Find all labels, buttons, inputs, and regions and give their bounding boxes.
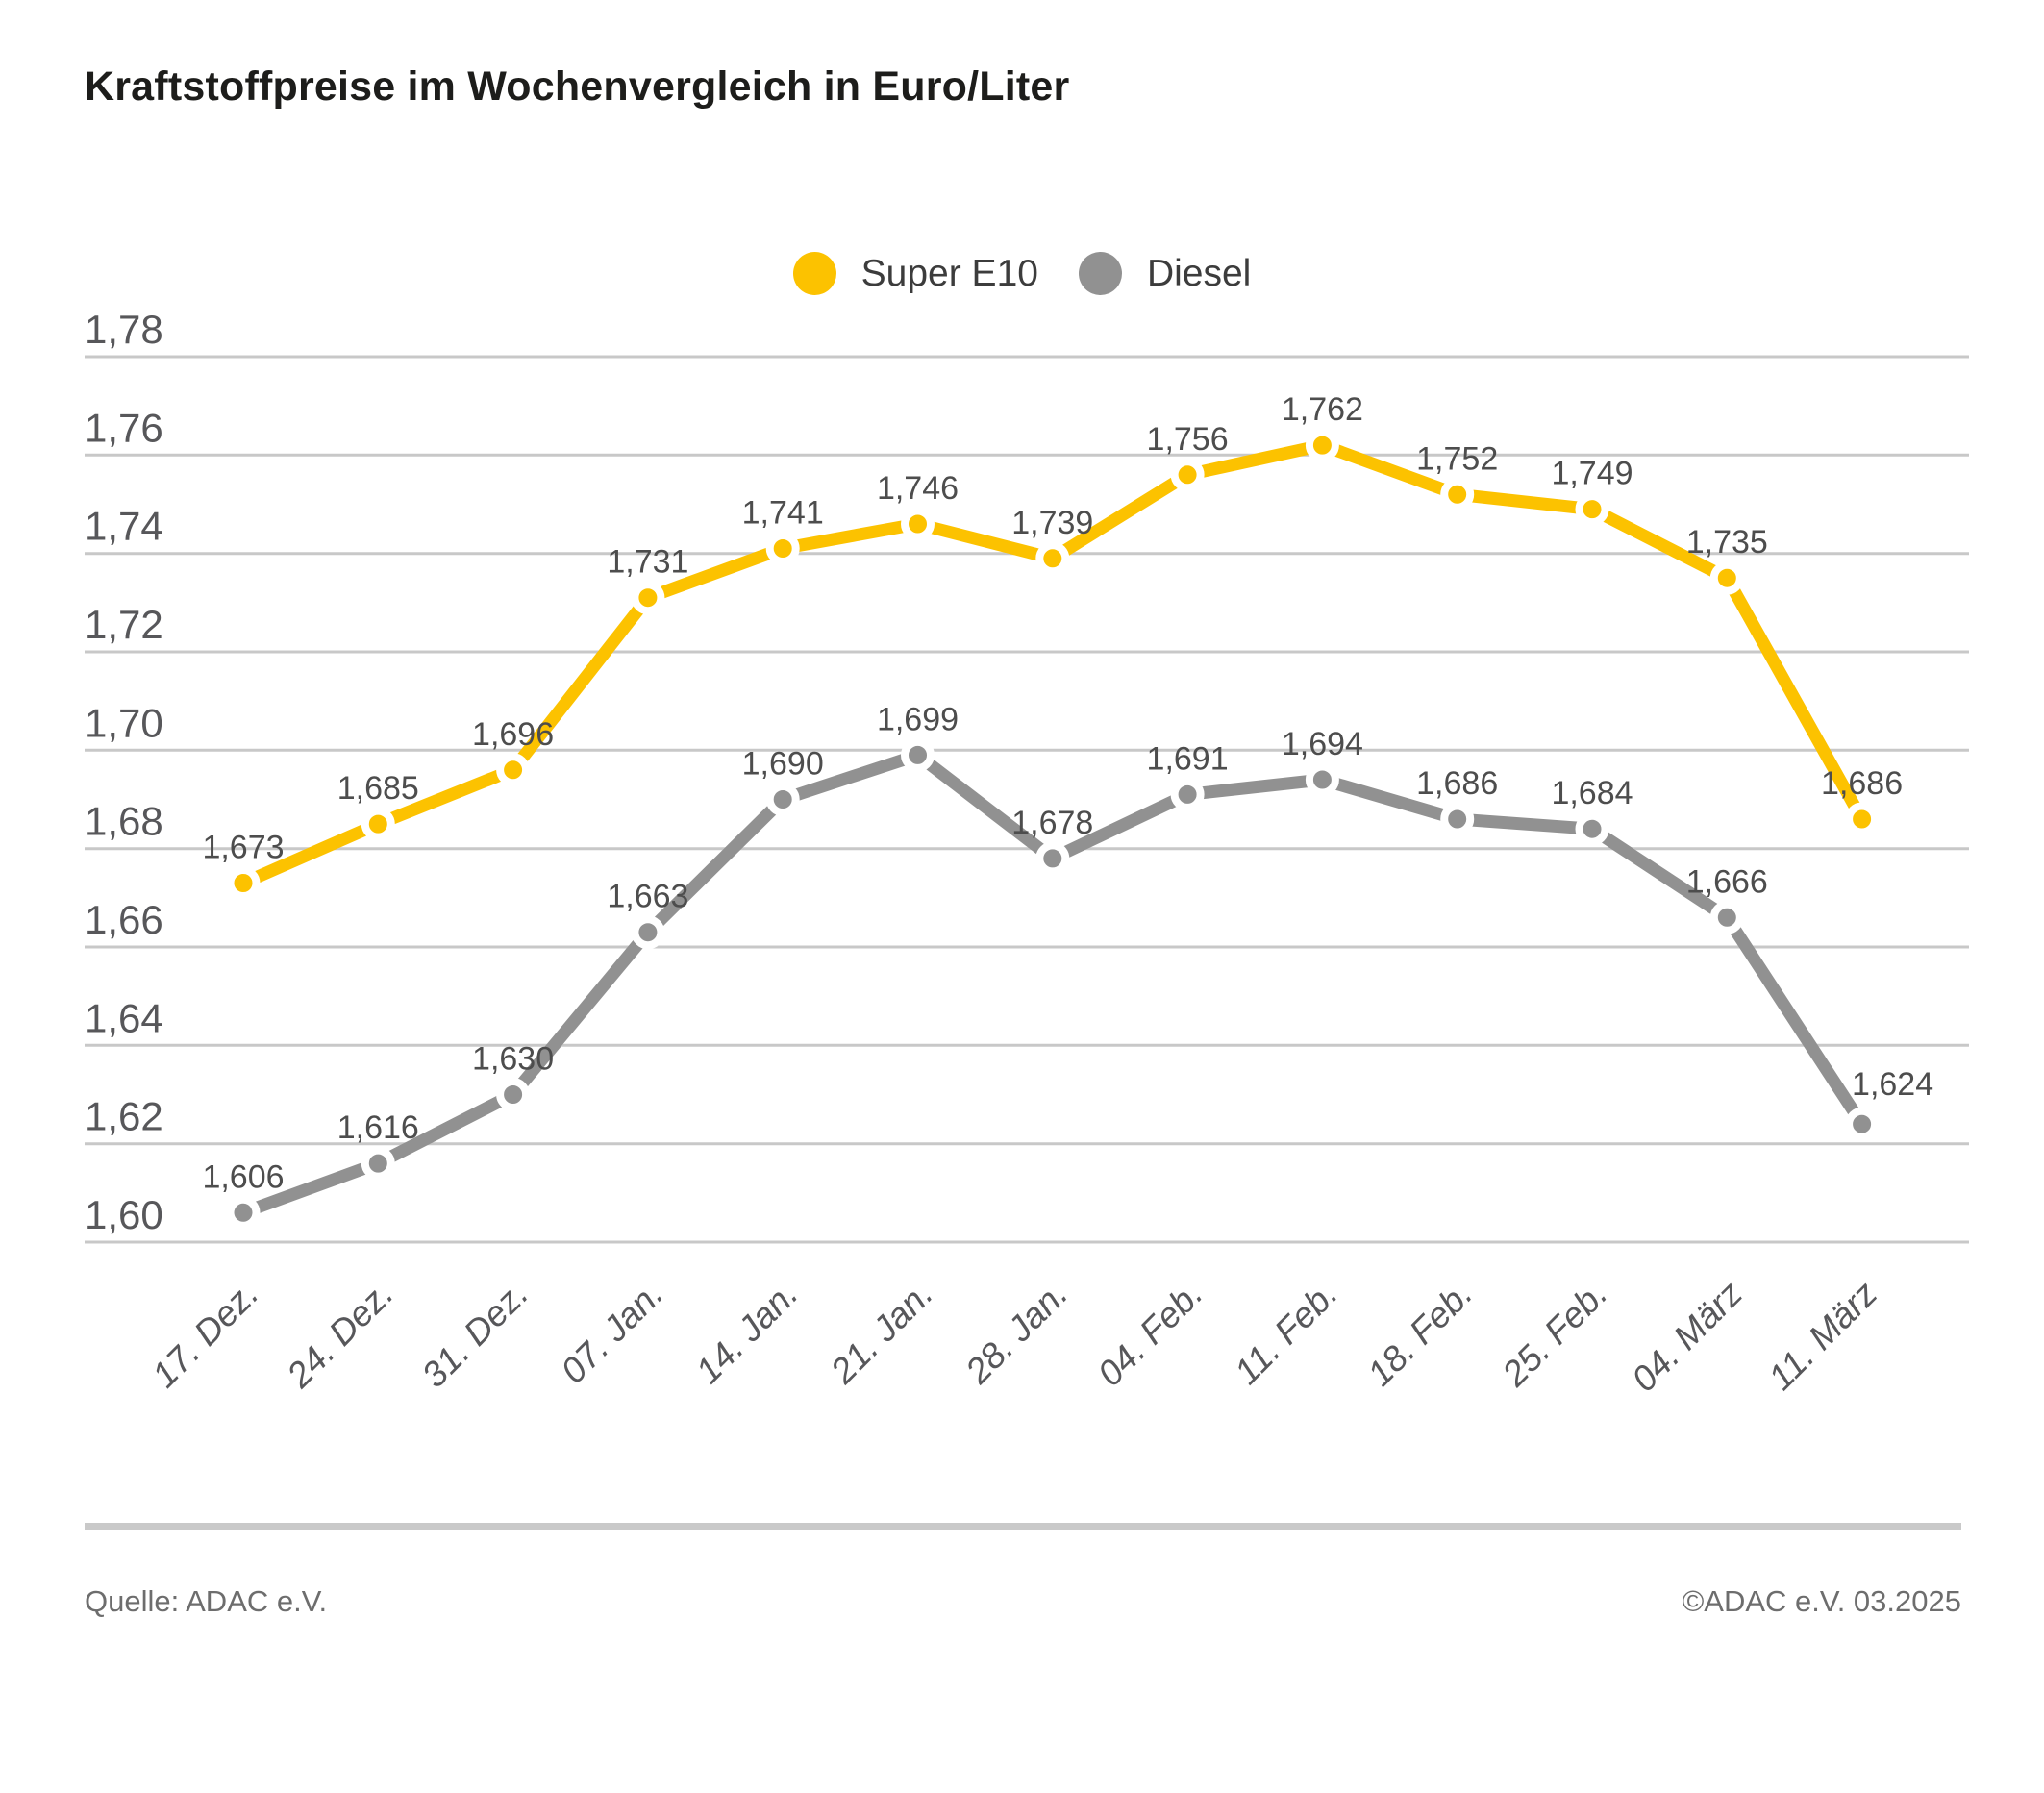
data-point-marker bbox=[1845, 802, 1880, 836]
x-tick-label: 21. Jan. bbox=[822, 1274, 940, 1392]
data-point-marker bbox=[1575, 811, 1609, 846]
data-point-marker bbox=[1709, 560, 1744, 595]
series-super-e10: 1,673 1,685 1,696 1,731 1,741 1,746 1,739 1,756… bbox=[202, 391, 1903, 900]
data-point-label: 1,746 bbox=[877, 470, 959, 507]
data-point-marker bbox=[901, 507, 935, 541]
data-point-marker bbox=[226, 1195, 261, 1230]
x-tick-label: 07. Jan. bbox=[553, 1274, 670, 1391]
legend-marker-diesel-icon bbox=[1078, 252, 1122, 295]
data-point-marker bbox=[631, 581, 665, 615]
chart-title: Kraftstoffpreise im Wochenvergleich in E… bbox=[85, 63, 1070, 110]
source-note: Quelle: ADAC e.V. bbox=[85, 1584, 328, 1618]
x-tick-label: 04. Feb. bbox=[1090, 1274, 1210, 1394]
y-tick-label: 1,62 bbox=[85, 1094, 163, 1139]
x-tick-label: 28. Jan. bbox=[958, 1274, 1076, 1392]
data-point-label: 1,739 bbox=[1011, 505, 1093, 541]
x-tick-label: 25. Feb. bbox=[1494, 1274, 1615, 1395]
y-tick-label: 1,70 bbox=[85, 700, 163, 745]
data-point-marker bbox=[1035, 841, 1070, 876]
x-axis-labels: 17. Dez. 24. Dez. 31. Dez. 07. Jan. 14. Jan.… bbox=[144, 1274, 1884, 1400]
data-point-label: 1,630 bbox=[472, 1041, 554, 1078]
data-point-label: 1,606 bbox=[202, 1158, 284, 1195]
data-point-label: 1,685 bbox=[337, 770, 419, 807]
data-point-marker bbox=[496, 1078, 531, 1111]
data-point-marker bbox=[1845, 1107, 1880, 1141]
legend-label-super-e10: Super E10 bbox=[860, 252, 1038, 294]
data-point-label: 1,663 bbox=[607, 879, 688, 915]
data-point-label: 1,699 bbox=[877, 701, 959, 737]
data-point-marker bbox=[1035, 541, 1070, 576]
data-point-label: 1,696 bbox=[472, 716, 554, 753]
data-point-label: 1,694 bbox=[1282, 726, 1363, 762]
data-point-marker bbox=[765, 783, 800, 816]
line-chart: 1,78 1,76 1,74 1,72 1,70 1,68 1,66 1,64 1,62 1,60… bbox=[85, 307, 1969, 1400]
x-tick-label: 18. Feb. bbox=[1359, 1274, 1480, 1394]
data-point-label: 1,666 bbox=[1686, 863, 1768, 900]
x-tick-label: 04. März bbox=[1624, 1274, 1750, 1400]
data-point-marker bbox=[631, 915, 665, 950]
y-tick-label: 1,78 bbox=[85, 307, 163, 352]
data-point-label: 1,741 bbox=[742, 495, 824, 532]
grid: 1,78 1,76 1,74 1,72 1,70 1,68 1,66 1,64 1,62 1,60 bbox=[85, 307, 1969, 1244]
data-point-label: 1,762 bbox=[1282, 391, 1363, 428]
data-point-label: 1,673 bbox=[202, 830, 284, 866]
data-point-marker bbox=[1440, 477, 1475, 511]
y-tick-label: 1,68 bbox=[85, 799, 163, 844]
x-tick-label: 11. März bbox=[1760, 1274, 1884, 1398]
footer: Quelle: ADAC e.V. ©ADAC e.V. 03.2025 bbox=[85, 1584, 1961, 1619]
x-tick-label: 31. Dez. bbox=[414, 1274, 536, 1395]
data-point-label: 1,690 bbox=[742, 746, 824, 783]
x-tick-label: 24. Dez. bbox=[279, 1274, 401, 1396]
data-point-label: 1,686 bbox=[1821, 765, 1903, 802]
data-point-label: 1,686 bbox=[1416, 765, 1498, 802]
data-point-label: 1,616 bbox=[337, 1109, 419, 1146]
data-point-marker bbox=[1170, 458, 1205, 492]
data-point-label: 1,749 bbox=[1551, 456, 1633, 492]
legend-label-diesel: Diesel bbox=[1146, 252, 1252, 294]
y-tick-label: 1,66 bbox=[85, 897, 163, 942]
footer-divider bbox=[85, 1523, 1961, 1530]
data-point-marker bbox=[901, 737, 935, 772]
y-tick-label: 1,72 bbox=[85, 602, 163, 647]
data-point-label: 1,735 bbox=[1686, 524, 1768, 560]
data-point-marker bbox=[1575, 492, 1609, 527]
y-tick-label: 1,74 bbox=[85, 504, 163, 549]
copyright-note: ©ADAC e.V. 03.2025 bbox=[1682, 1584, 1961, 1618]
legend-marker-super-e10-icon bbox=[792, 252, 836, 295]
legend-item-diesel: Diesel bbox=[1078, 252, 1252, 295]
data-point-label: 1,678 bbox=[1011, 805, 1093, 841]
data-point-marker bbox=[1440, 802, 1475, 836]
x-tick-label: 17. Dez. bbox=[144, 1274, 265, 1395]
x-tick-label: 14. Jan. bbox=[688, 1274, 806, 1391]
data-point-label: 1,691 bbox=[1147, 740, 1229, 777]
legend: Super E10 Diesel bbox=[0, 252, 2044, 295]
data-point-marker bbox=[496, 753, 531, 787]
data-point-label: 1,752 bbox=[1416, 440, 1498, 477]
data-point-marker bbox=[765, 532, 800, 565]
y-tick-label: 1,76 bbox=[85, 405, 163, 450]
data-point-marker bbox=[361, 1146, 395, 1181]
y-tick-label: 1,60 bbox=[85, 1192, 163, 1237]
legend-item-super-e10: Super E10 bbox=[792, 252, 1038, 295]
data-point-marker bbox=[1709, 900, 1744, 934]
data-point-label: 1,731 bbox=[607, 544, 688, 581]
data-point-label: 1,756 bbox=[1147, 421, 1229, 458]
data-point-label: 1,684 bbox=[1551, 775, 1633, 811]
data-point-marker bbox=[226, 866, 261, 900]
x-tick-label: 11. Feb. bbox=[1227, 1274, 1345, 1392]
data-point-marker bbox=[361, 807, 395, 841]
data-point-marker bbox=[1305, 428, 1339, 462]
data-point-marker bbox=[1170, 777, 1205, 811]
data-point-label: 1,624 bbox=[1852, 1066, 1933, 1103]
data-point-marker bbox=[1305, 762, 1339, 797]
y-tick-label: 1,64 bbox=[85, 995, 163, 1040]
series-diesel: 1,606 1,616 1,630 1,663 1,690 1,699 1,678 1,691… bbox=[202, 701, 1933, 1230]
